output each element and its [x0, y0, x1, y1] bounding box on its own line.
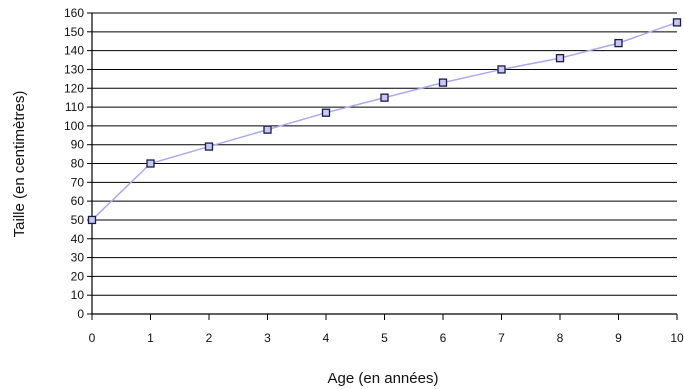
- data-point: [555, 54, 565, 63]
- x-tick-label: 4: [323, 331, 330, 345]
- x-tick-label: 3: [264, 331, 271, 345]
- y-tick-label: 70: [71, 175, 85, 189]
- x-tick-label: 6: [440, 331, 447, 345]
- y-tick-label: 90: [71, 138, 85, 152]
- y-tick-label: 100: [64, 119, 84, 133]
- y-tick-label: 40: [71, 232, 85, 246]
- y-tick-label: 150: [64, 25, 84, 39]
- y-tick-label: 0: [77, 307, 84, 321]
- x-tick-label: 10: [670, 331, 684, 345]
- y-tick-label: 50: [71, 213, 85, 227]
- data-point: [614, 38, 623, 48]
- data-point: [87, 215, 97, 225]
- data-point: [497, 65, 506, 74]
- y-tick-label: 80: [71, 157, 85, 171]
- y-axis-title: Taille (en centimètres): [11, 91, 28, 238]
- data-point: [380, 93, 389, 102]
- data-point: [321, 108, 331, 117]
- y-tick-label: 110: [65, 100, 84, 114]
- y-tick-label: 130: [64, 62, 84, 76]
- y-tick-label: 20: [71, 269, 85, 283]
- data-point: [204, 142, 214, 151]
- x-tick-label: 8: [557, 331, 564, 345]
- axes: [87, 12, 678, 320]
- data-point: [672, 18, 682, 27]
- x-tick-labels: 0 1 2 3 4 5 6 7 8 9 10: [89, 331, 684, 345]
- data-point: [438, 78, 448, 87]
- x-tick-label: 5: [381, 331, 388, 345]
- x-tick-label: 9: [615, 331, 622, 345]
- y-tick-label: 160: [64, 6, 84, 20]
- y-tick-label: 10: [71, 288, 85, 302]
- data-point: [263, 125, 272, 134]
- y-tick-label: 60: [71, 194, 85, 208]
- y-tick-label: 30: [71, 251, 85, 265]
- y-tick-label: 140: [64, 44, 84, 58]
- x-axis-title: Age (en années): [328, 370, 439, 387]
- x-tick-label: 2: [206, 331, 213, 345]
- x-tick-label: 7: [498, 331, 505, 345]
- data-point: [146, 159, 155, 168]
- grid-lines: [92, 12, 677, 296]
- y-tick-label: 120: [64, 81, 84, 95]
- x-tick-label: 1: [147, 331, 154, 345]
- series: [87, 18, 682, 225]
- series-line: [91, 21, 678, 221]
- x-tick-label: 0: [89, 331, 96, 345]
- y-tick-labels: 0 10 20 30 40 50 60 70 80 90 100 110 120 130 140 150 160: [64, 6, 84, 321]
